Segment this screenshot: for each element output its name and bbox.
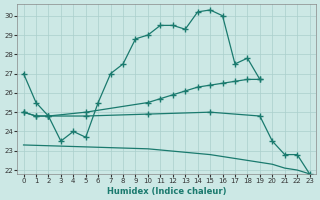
- X-axis label: Humidex (Indice chaleur): Humidex (Indice chaleur): [107, 187, 226, 196]
